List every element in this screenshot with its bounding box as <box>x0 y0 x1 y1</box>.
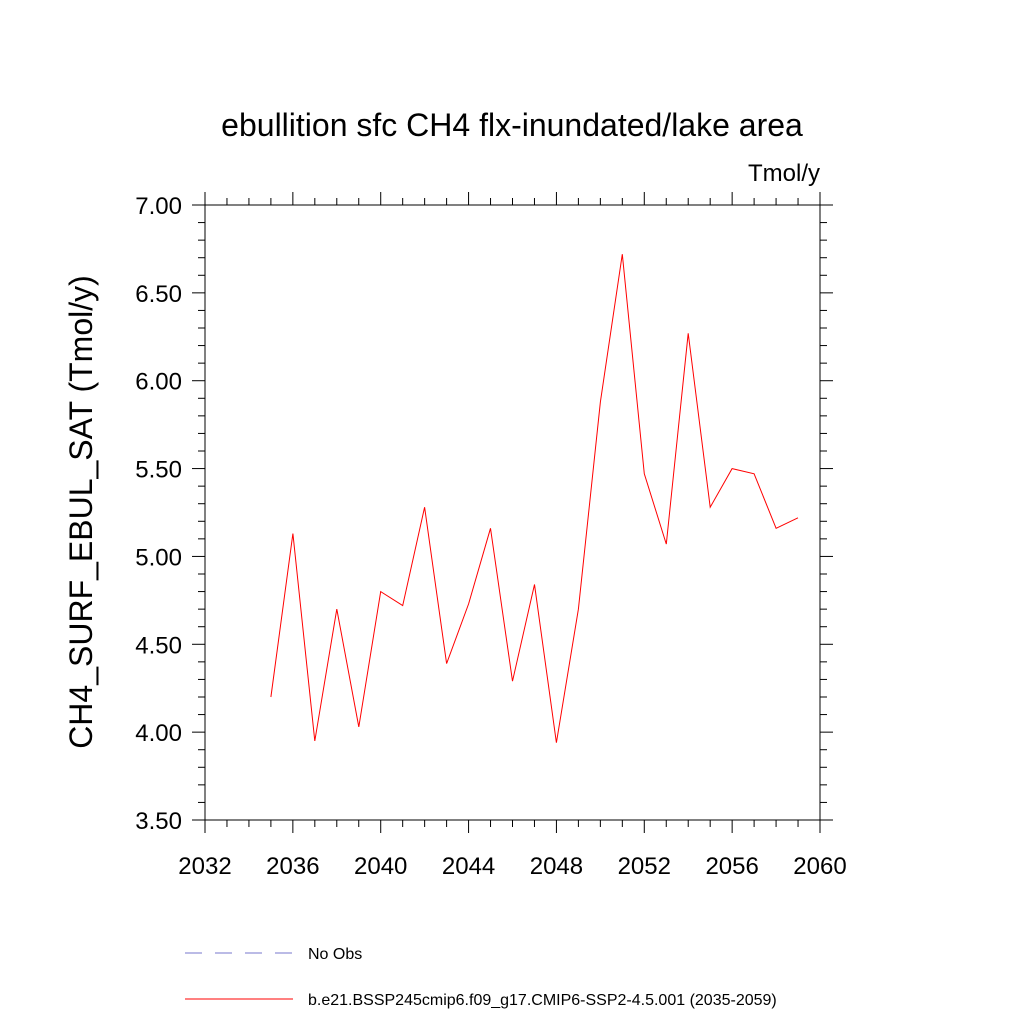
y-tick-label: 4.00 <box>135 720 182 747</box>
x-tick-label: 2032 <box>178 853 231 880</box>
x-tick-label: 2052 <box>618 853 671 880</box>
chart-title: ebullition sfc CH4 flx-inundated/lake ar… <box>221 107 803 143</box>
y-tick-label: 7.00 <box>135 193 182 220</box>
x-tick-label: 2040 <box>354 853 407 880</box>
legend-label-model: b.e21.BSSP245cmip6.f09_g17.CMIP6-SSP2-4.… <box>308 992 777 1009</box>
legend: No Obs b.e21.BSSP245cmip6.f09_g17.CMIP6-… <box>185 946 777 1009</box>
legend-label-no-obs: No Obs <box>308 946 362 963</box>
series-group <box>270 254 799 743</box>
y-tick-label: 5.50 <box>135 457 182 484</box>
units-label: Tmol/y <box>748 160 820 187</box>
y-axis-label: CH4_SURF_EBUL_SAT (Tmol/y) <box>63 275 99 749</box>
x-tick-label: 2060 <box>793 853 846 880</box>
x-tick-labels: 2032 2036 2040 2044 2048 2052 2056 2060 <box>178 853 846 880</box>
axis-ticks <box>192 192 833 833</box>
series-line <box>270 254 799 743</box>
x-tick-label: 2044 <box>442 853 495 880</box>
x-tick-label: 2036 <box>266 853 319 880</box>
y-tick-label: 6.00 <box>135 369 182 396</box>
x-tick-label: 2048 <box>530 853 583 880</box>
y-tick-label: 5.00 <box>135 544 182 571</box>
y-tick-label: 3.50 <box>135 808 182 835</box>
plot-frame <box>204 204 821 821</box>
y-tick-label: 6.50 <box>135 281 182 308</box>
y-tick-labels: 3.50 4.00 4.50 5.00 5.50 6.00 6.50 7.00 <box>135 193 182 835</box>
y-tick-label: 4.50 <box>135 632 182 659</box>
x-tick-label: 2056 <box>705 853 758 880</box>
